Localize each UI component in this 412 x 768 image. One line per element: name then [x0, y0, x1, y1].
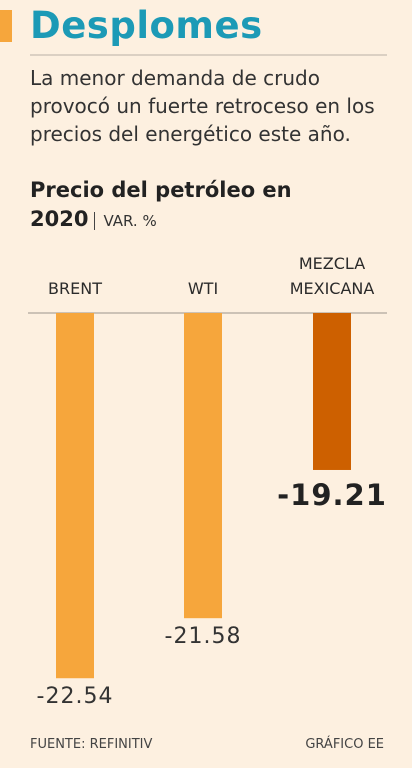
bar — [56, 313, 94, 679]
bar — [313, 313, 351, 470]
credit: GRÁFICO EE — [305, 737, 384, 752]
category-label: WTI — [187, 279, 219, 298]
bar — [184, 313, 222, 619]
source: FUENTE: REFINITIV — [30, 737, 153, 752]
title: Desplomes — [30, 4, 263, 47]
value-label: -19.21 — [277, 477, 387, 512]
value-label: -22.54 — [36, 684, 114, 710]
category-label: MEZCLA MEXICANA — [289, 254, 375, 298]
unit: VAR. % — [94, 212, 157, 230]
subtitle: La menor demanda de crudo provocó un fue… — [30, 66, 375, 146]
chart-title-block: Precio del petróleo en 2020 VAR. % — [30, 176, 360, 236]
chart-title: Precio del petróleo en 2020 — [30, 178, 292, 231]
category-label: BRENT — [48, 279, 102, 298]
value-label: -21.58 — [164, 624, 242, 650]
accent — [0, 10, 12, 42]
